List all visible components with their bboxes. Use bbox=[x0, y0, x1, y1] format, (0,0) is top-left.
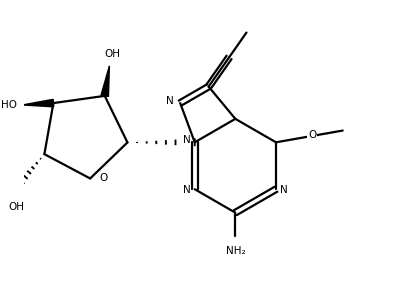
Text: O: O bbox=[308, 130, 316, 140]
Text: HO: HO bbox=[1, 100, 17, 110]
Polygon shape bbox=[23, 99, 53, 107]
Text: O: O bbox=[99, 173, 108, 183]
Text: N: N bbox=[183, 185, 191, 195]
Text: N: N bbox=[166, 96, 173, 106]
Text: OH: OH bbox=[9, 202, 25, 212]
Text: N: N bbox=[280, 185, 287, 195]
Text: OH: OH bbox=[104, 49, 120, 59]
Text: NH₂: NH₂ bbox=[226, 245, 245, 255]
Polygon shape bbox=[101, 66, 109, 96]
Text: N: N bbox=[183, 136, 191, 146]
